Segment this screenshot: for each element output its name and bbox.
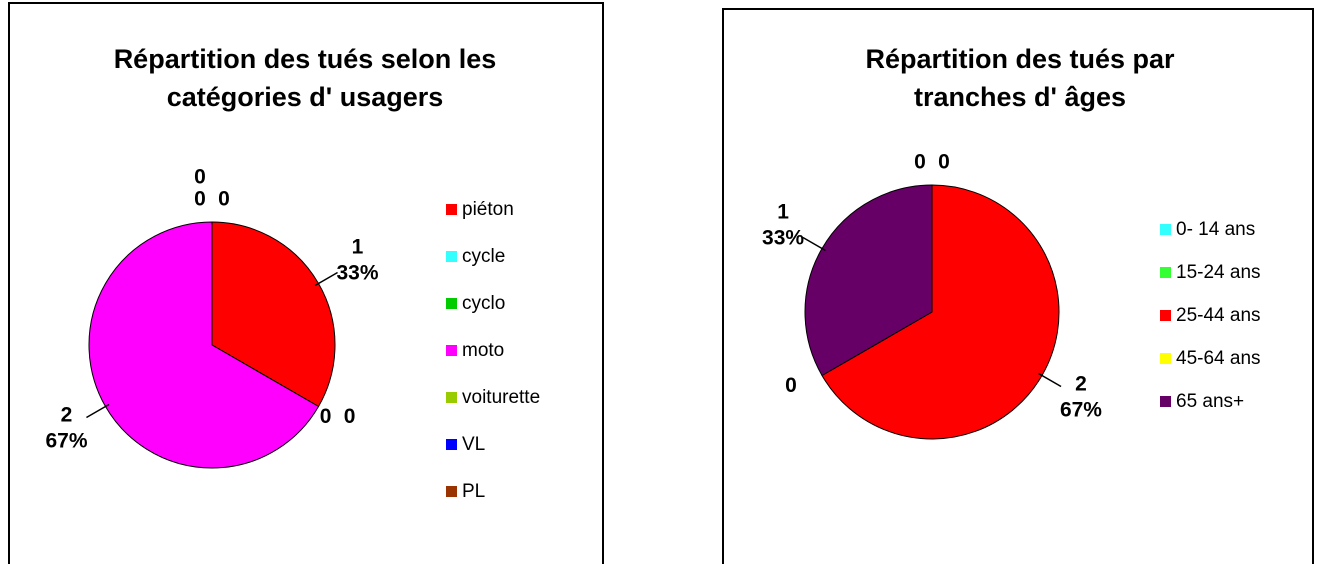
legend-label: piéton — [462, 199, 514, 220]
chart-title: Répartition des tués selon les catégorie… — [113, 44, 497, 112]
legend-swatch — [446, 392, 457, 403]
data-label: 1 — [777, 201, 789, 224]
legend-label: cycle — [462, 246, 505, 267]
legend-swatch — [1160, 224, 1171, 235]
legend-label: cyclo — [462, 293, 505, 314]
legend-swatch — [446, 251, 457, 262]
data-label: 0 — [194, 188, 206, 211]
data-label: 0 — [194, 166, 206, 189]
legend-label: VL — [462, 434, 485, 455]
legend-label: 65 ans+ — [1176, 391, 1244, 412]
data-label: 0 — [785, 374, 797, 397]
legend-swatch — [446, 439, 457, 450]
legend-swatch — [1160, 353, 1171, 364]
data-label: 0 — [320, 405, 332, 428]
legend-swatch — [1160, 396, 1171, 407]
legend-swatch — [446, 486, 457, 497]
leader-line — [314, 271, 338, 287]
data-label: 1 — [352, 236, 364, 259]
legend-label: 0- 14 ans — [1176, 219, 1255, 240]
data-label: 67% — [45, 430, 87, 453]
legend-label: 45-64 ans — [1176, 348, 1261, 369]
legend-label: 25-44 ans — [1176, 305, 1261, 326]
chart-title: Répartition des tués par tranches d' âge… — [865, 44, 1175, 112]
leader-line — [86, 403, 110, 419]
legend-swatch — [1160, 267, 1171, 278]
data-label: 0 — [938, 151, 950, 174]
leader-line — [1038, 372, 1062, 388]
legend-swatch — [446, 345, 457, 356]
chart-panel — [722, 8, 1314, 564]
data-label: 67% — [1060, 399, 1102, 422]
data-label: 0 — [344, 405, 356, 428]
legend-label: voiturette — [462, 387, 540, 408]
legend-swatch — [446, 204, 457, 215]
chart-panel — [8, 2, 604, 564]
legend-label: 15-24 ans — [1176, 262, 1261, 283]
data-label: 0 — [914, 151, 926, 174]
legend-swatch — [446, 298, 457, 309]
legend-label: PL — [462, 481, 485, 502]
legend-label: moto — [462, 340, 504, 361]
data-label: 33% — [336, 262, 378, 285]
data-label: 33% — [762, 227, 804, 250]
data-label: 2 — [1075, 373, 1087, 396]
legend-swatch — [1160, 310, 1171, 321]
data-label: 0 — [218, 188, 230, 211]
leader-line — [802, 236, 826, 252]
data-label: 2 — [61, 404, 73, 427]
